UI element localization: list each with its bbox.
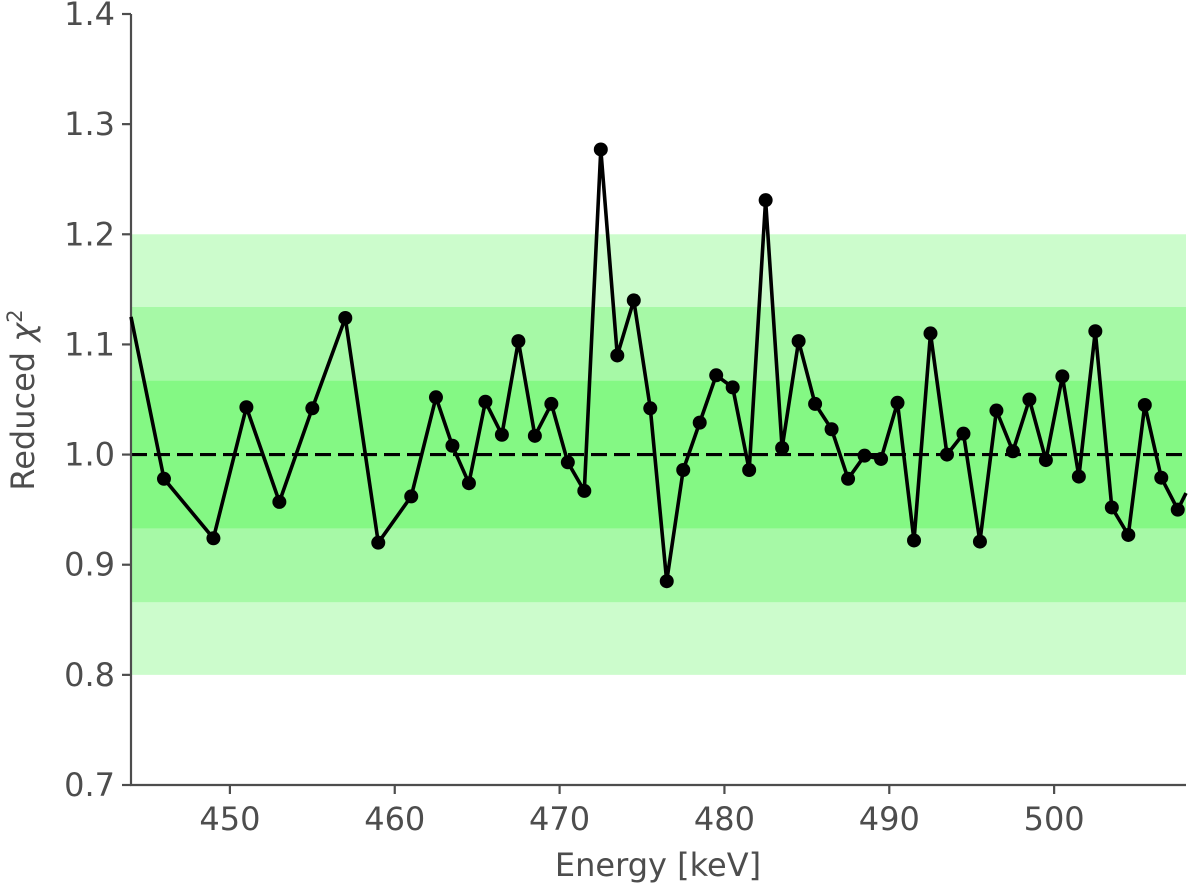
- confidence-bands: [131, 234, 1186, 675]
- series-group: [129, 142, 1188, 589]
- y-axis-label-text: Reduced: [4, 342, 42, 491]
- data-point: [1170, 502, 1185, 517]
- data-point: [874, 451, 889, 466]
- x-tick-label: 470: [529, 800, 590, 838]
- data-point: [923, 326, 938, 341]
- data-point: [1071, 469, 1086, 484]
- data-point: [1154, 470, 1169, 485]
- y-axis-label-superscript: 2: [3, 309, 27, 322]
- data-point: [610, 348, 625, 363]
- data-point: [404, 489, 419, 504]
- data-point: [956, 426, 971, 441]
- data-point: [511, 334, 526, 349]
- data-point: [775, 440, 790, 455]
- data-point: [989, 403, 1004, 418]
- data-point: [907, 533, 922, 548]
- data-point: [1104, 500, 1119, 515]
- data-point: [643, 401, 658, 416]
- x-axis-label: Energy [keV]: [555, 846, 761, 884]
- data-point: [445, 438, 460, 453]
- data-point: [626, 293, 641, 308]
- data-point: [1055, 369, 1070, 384]
- data-point: [494, 427, 509, 442]
- data-point: [478, 394, 493, 409]
- data-point: [1038, 453, 1053, 468]
- data-point: [156, 471, 171, 486]
- data-point: [676, 462, 691, 477]
- y-tick-label: 1.4: [64, 0, 115, 33]
- data-point: [692, 415, 707, 430]
- x-tick-label: 500: [1024, 800, 1085, 838]
- y-axis-label: Reduced χ2: [3, 309, 42, 490]
- y-tick-label: 0.8: [64, 656, 115, 694]
- data-point: [725, 380, 740, 395]
- data-point: [841, 471, 856, 486]
- data-point: [1121, 527, 1136, 542]
- x-tick-label: 480: [694, 800, 755, 838]
- x-tick-label: 460: [364, 800, 425, 838]
- data-point: [659, 574, 674, 589]
- data-point: [1022, 392, 1037, 407]
- data-point: [272, 494, 287, 509]
- data-point: [824, 422, 839, 437]
- y-tick-label: 0.9: [64, 546, 115, 584]
- data-point: [206, 531, 221, 546]
- data-point: [1088, 324, 1103, 339]
- data-point: [791, 334, 806, 349]
- data-point: [972, 534, 987, 549]
- data-point: [857, 448, 872, 463]
- series-line: [129, 147, 1188, 584]
- y-axis-label-symbol: χ: [4, 322, 42, 344]
- data-point: [461, 476, 476, 491]
- x-tick-label: 450: [199, 800, 260, 838]
- data-point: [305, 401, 320, 416]
- data-point: [758, 193, 773, 208]
- data-point: [371, 535, 386, 550]
- data-point: [239, 400, 254, 415]
- data-point: [890, 395, 905, 410]
- tick-group: 0.7 0.8 0.9 1.0 1.1 1.2 1.3 1.4 450 460 470 480 490 5…: [64, 0, 1085, 838]
- data-point: [939, 447, 954, 462]
- y-tick-label: 1.1: [64, 325, 115, 363]
- y-tick-label: 1.0: [64, 436, 115, 474]
- data-point: [709, 368, 724, 383]
- data-point: [544, 396, 559, 411]
- data-point: [577, 483, 592, 498]
- data-point: [527, 428, 542, 443]
- data-point: [1005, 444, 1020, 459]
- y-tick-label: 0.7: [64, 766, 115, 804]
- data-point: [742, 462, 757, 477]
- data-point: [593, 142, 608, 157]
- data-point: [338, 310, 353, 325]
- data-point: [808, 396, 823, 411]
- data-point: [1137, 398, 1152, 413]
- x-tick-label: 490: [859, 800, 920, 838]
- y-tick-label: 1.2: [64, 215, 115, 253]
- y-tick-label: 1.3: [64, 105, 115, 143]
- axes: [129, 14, 1186, 787]
- data-point: [560, 455, 575, 470]
- data-point: [428, 390, 443, 405]
